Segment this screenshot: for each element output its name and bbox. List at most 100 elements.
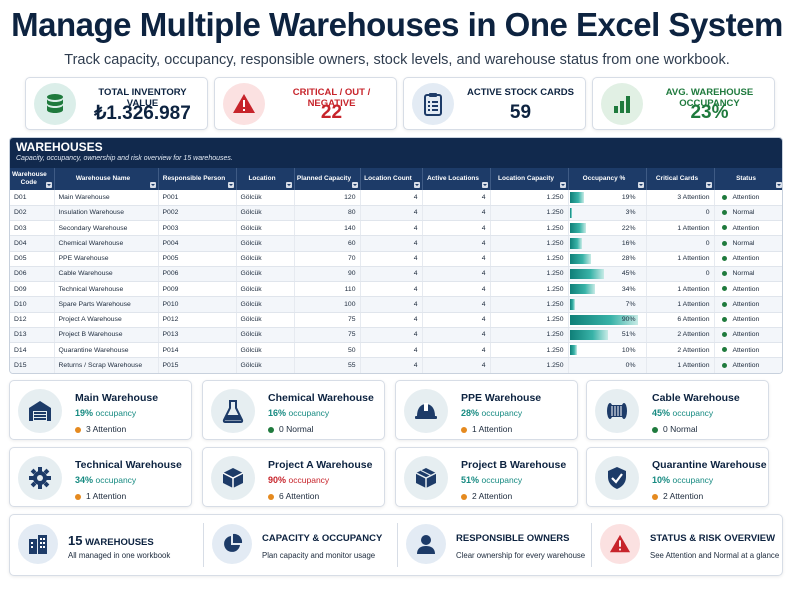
column-header[interactable]: Responsible Person — [158, 168, 237, 190]
filter-dropdown-icon[interactable] — [705, 182, 712, 188]
table-cell[interactable]: 90% — [568, 312, 647, 328]
warehouse-card[interactable]: Main Warehouse 19% occupancy 3 Attention — [9, 380, 192, 440]
table-cell[interactable]: 1 Attention — [646, 357, 715, 373]
table-cell[interactable]: Normal — [714, 205, 782, 222]
table-cell[interactable]: 4 — [360, 312, 423, 328]
table-cell[interactable]: 120 — [294, 190, 361, 206]
table-cell[interactable]: D02 — [10, 205, 55, 222]
table-cell[interactable]: Attention — [714, 251, 782, 267]
table-cell[interactable]: 75 — [294, 312, 361, 328]
table-cell[interactable]: D01 — [10, 190, 55, 206]
filter-dropdown-icon[interactable] — [285, 182, 292, 188]
table-cell[interactable]: 1.250 — [490, 235, 569, 252]
table-cell[interactable]: P009 — [158, 281, 237, 298]
table-cell[interactable]: 75 — [294, 327, 361, 344]
table-cell[interactable]: 22% — [568, 220, 647, 237]
table-cell[interactable]: 4 — [360, 296, 423, 313]
table-cell[interactable]: 6 Attention — [646, 312, 715, 328]
table-cell[interactable]: Cable Warehouse — [54, 266, 159, 283]
table-cell[interactable]: P012 — [158, 312, 237, 328]
table-cell[interactable]: 2 Attention — [646, 327, 715, 344]
table-cell[interactable]: 1.250 — [490, 296, 569, 313]
table-cell[interactable]: 55 — [294, 357, 361, 373]
table-cell[interactable]: 4 — [360, 281, 423, 298]
table-cell[interactable]: 51% — [568, 327, 647, 344]
table-cell[interactable]: 2 Attention — [646, 342, 715, 359]
table-cell[interactable]: Gölcük — [236, 327, 295, 344]
table-cell[interactable]: Main Warehouse — [54, 190, 159, 206]
column-header[interactable]: Location Capacity — [490, 168, 569, 190]
table-cell[interactable]: Technical Warehouse — [54, 281, 159, 298]
table-row[interactable]: D02 Insulation Warehouse P002 Gölcük 80 4 4 1.2… — [10, 205, 782, 222]
table-cell[interactable]: Secondary Warehouse — [54, 220, 159, 237]
table-cell[interactable]: 10% — [568, 342, 647, 359]
table-row[interactable]: D05 PPE Warehouse P005 Gölcük 70 4 4 1.250 28% 1 … — [10, 251, 782, 267]
table-cell[interactable]: 4 — [360, 220, 423, 237]
table-cell[interactable]: Project A Warehouse — [54, 312, 159, 328]
table-cell[interactable]: 4 — [360, 235, 423, 252]
table-cell[interactable]: Attention — [714, 220, 782, 237]
column-header[interactable]: Active Locations — [422, 168, 491, 190]
column-header[interactable]: Critical Cards — [646, 168, 715, 190]
table-cell[interactable]: 4 — [422, 251, 491, 267]
table-cell[interactable]: Attention — [714, 281, 782, 298]
table-cell[interactable]: 34% — [568, 281, 647, 298]
filter-dropdown-icon[interactable] — [637, 182, 644, 188]
table-cell[interactable]: 4 — [422, 220, 491, 237]
table-cell[interactable]: 90 — [294, 266, 361, 283]
table-cell[interactable]: 4 — [422, 296, 491, 313]
table-cell[interactable]: 4 — [422, 190, 491, 206]
warehouse-card[interactable]: PPE Warehouse 28% occupancy 1 Attention — [395, 380, 578, 440]
table-cell[interactable]: Attention — [714, 327, 782, 344]
warehouse-card[interactable]: Technical Warehouse 34% occupancy 1 Attent… — [9, 447, 192, 507]
table-cell[interactable]: 28% — [568, 251, 647, 267]
table-cell[interactable]: 4 — [422, 312, 491, 328]
table-cell[interactable]: P006 — [158, 266, 237, 283]
table-cell[interactable]: 1.250 — [490, 357, 569, 373]
warehouse-card[interactable]: Project A Warehouse 90% occupancy 6 Attent… — [202, 447, 385, 507]
table-cell[interactable]: P014 — [158, 342, 237, 359]
table-cell[interactable]: Gölcük — [236, 220, 295, 237]
filter-dropdown-icon[interactable] — [45, 182, 52, 188]
table-row[interactable]: D10 Spare Parts Warehouse P010 Gölcük 100 4 4 1… — [10, 296, 782, 313]
filter-dropdown-icon[interactable] — [227, 182, 234, 188]
table-cell[interactable]: P015 — [158, 357, 237, 373]
table-cell[interactable]: 4 — [360, 190, 423, 206]
table-cell[interactable]: 4 — [422, 281, 491, 298]
table-cell[interactable]: 4 — [422, 266, 491, 283]
table-cell[interactable]: 4 — [422, 205, 491, 222]
filter-dropdown-icon[interactable] — [351, 182, 358, 188]
table-cell[interactable]: Attention — [714, 342, 782, 359]
filter-dropdown-icon[interactable] — [149, 182, 156, 188]
table-cell[interactable]: Attention — [714, 357, 782, 373]
table-cell[interactable]: 7% — [568, 296, 647, 313]
table-cell[interactable]: 4 — [360, 327, 423, 344]
table-cell[interactable]: 1.250 — [490, 266, 569, 283]
column-header[interactable]: Warehouse Code — [10, 168, 55, 190]
table-cell[interactable]: 1.250 — [490, 342, 569, 359]
table-cell[interactable]: D04 — [10, 235, 55, 252]
table-cell[interactable]: Gölcük — [236, 296, 295, 313]
table-cell[interactable]: 140 — [294, 220, 361, 237]
table-cell[interactable]: Insulation Warehouse — [54, 205, 159, 222]
table-cell[interactable]: D06 — [10, 266, 55, 283]
table-cell[interactable]: P010 — [158, 296, 237, 313]
table-cell[interactable]: P013 — [158, 327, 237, 344]
table-cell[interactable]: 4 — [360, 357, 423, 373]
table-cell[interactable]: 4 — [360, 251, 423, 267]
table-cell[interactable]: Gölcük — [236, 190, 295, 206]
table-cell[interactable]: Returns / Scrap Warehouse — [54, 357, 159, 373]
table-cell[interactable]: P001 — [158, 190, 237, 206]
table-cell[interactable]: 0 — [646, 266, 715, 283]
table-cell[interactable]: Gölcük — [236, 266, 295, 283]
table-cell[interactable]: Spare Parts Warehouse — [54, 296, 159, 313]
table-cell[interactable]: P004 — [158, 235, 237, 252]
table-cell[interactable]: P002 — [158, 205, 237, 222]
table-cell[interactable]: 1.250 — [490, 312, 569, 328]
table-cell[interactable]: P003 — [158, 220, 237, 237]
table-cell[interactable]: Gölcük — [236, 281, 295, 298]
filter-dropdown-icon[interactable] — [481, 182, 488, 188]
warehouse-card[interactable]: Project B Warehouse 51% occupancy 2 Attent… — [395, 447, 578, 507]
table-cell[interactable]: D13 — [10, 327, 55, 344]
column-header[interactable]: Location Count — [360, 168, 423, 190]
